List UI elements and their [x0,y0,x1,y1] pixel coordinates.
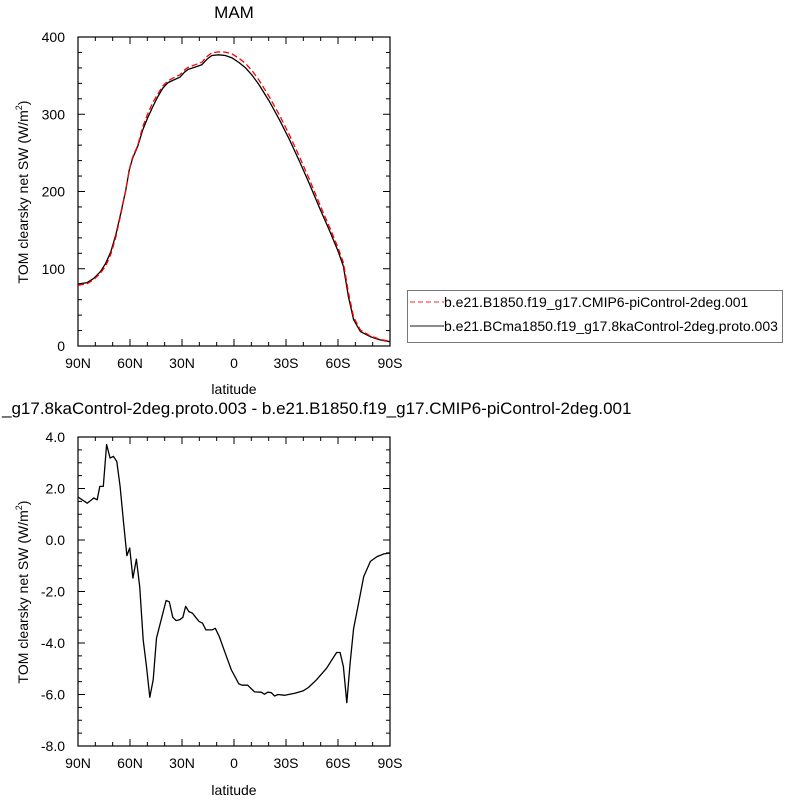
top-y-axis-label-end: ) [15,101,31,106]
top-series-line-0 [77,51,391,342]
bottom-y-tick-label: 2.0 [46,481,66,497]
bottom-y-axis-label-sup: 2 [14,505,24,510]
legend: b.e21.B1850.f19_g17.CMIP6-piControl-2deg… [407,290,783,343]
top-x-axis-label: latitude [211,381,256,397]
bottom-y-axis-label: TOM clearsky net SW (W/m2) [14,501,31,684]
legend-label-piControl: b.e21.B1850.f19_g17.CMIP6-piControl-2deg… [444,294,749,310]
top-series-line-1 [77,54,391,343]
bottom-x-axis-label: latitude [211,782,256,798]
bottom-series-line-0 [77,443,391,704]
bottom-y-tick-label: -8.0 [41,738,65,754]
bottom-plot-frame [77,436,391,747]
bottom-x-tick-label: 60N [117,755,143,771]
bottom-y-tick-label: 0.0 [46,532,66,548]
bottom-x-tick-label: 30N [169,755,195,771]
top-x-tick-label: 90S [378,355,403,371]
top-y-tick-label: 400 [42,29,66,45]
top-y-tick-label: 0 [57,338,65,354]
top-chart-title: MAM [214,3,254,22]
bottom-y-tick-label: 4.0 [46,429,66,445]
top-x-tick-label: 30S [274,355,299,371]
bottom-y-axis-label-main: TOM clearsky net SW (W/m [15,510,31,683]
bottom-chart-title: _g17.8kaControl-2deg.proto.003 - b.e21.B… [1,399,631,418]
bottom-x-tick-label: 60S [326,755,351,771]
bottom-x-tick-label: 90N [65,755,91,771]
top-plot-frame [77,36,391,347]
legend-box [407,290,783,343]
top-y-tick-label: 300 [42,106,66,122]
bottom-x-tick-label: 30S [274,755,299,771]
bottom-y-axis-label-end: ) [15,501,31,506]
top-x-tick-label: 30N [169,355,195,371]
top-x-tick-label: 0 [230,355,238,371]
top-y-tick-label: 200 [42,184,66,200]
legend-label-8kaControl: b.e21.BCma1850.f19_g17.8kaControl-2deg.p… [444,318,778,334]
top-y-tick-label: 100 [42,261,66,277]
bottom-y-tick-label: -2.0 [41,584,65,600]
top-x-tick-label: 90N [65,355,91,371]
top-y-axis-label-main: TOM clearsky net SW (W/m [15,110,31,283]
top-x-tick-label: 60S [326,355,351,371]
bottom-x-tick-label: 0 [230,755,238,771]
bottom-y-tick-label: -4.0 [41,635,65,651]
top-x-tick-label: 60N [117,355,143,371]
top-y-axis-label: TOM clearsky net SW (W/m2) [14,101,31,284]
top-y-axis-label-sup: 2 [14,105,24,110]
bottom-y-tick-label: -6.0 [41,687,65,703]
bottom-x-tick-label: 90S [378,755,403,771]
